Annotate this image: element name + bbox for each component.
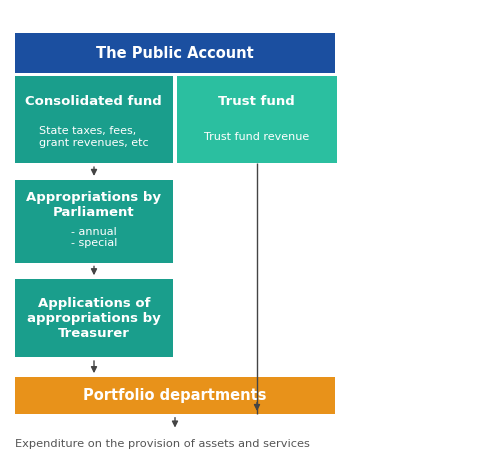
Text: Applications of
appropriations by
Treasurer: Applications of appropriations by Treasu… (27, 297, 160, 340)
Text: Consolidated fund: Consolidated fund (26, 96, 162, 108)
FancyBboxPatch shape (15, 76, 172, 163)
FancyBboxPatch shape (15, 377, 335, 414)
Text: Expenditure on the provision of assets and services: Expenditure on the provision of assets a… (15, 438, 310, 449)
Text: Portfolio departments: Portfolio departments (83, 388, 267, 403)
FancyBboxPatch shape (176, 76, 337, 163)
FancyBboxPatch shape (15, 180, 172, 263)
Text: The Public Account: The Public Account (96, 46, 254, 61)
Text: Trust fund: Trust fund (218, 96, 295, 108)
Text: State taxes, fees,
grant revenues, etc: State taxes, fees, grant revenues, etc (39, 126, 148, 148)
Text: Trust fund revenue: Trust fund revenue (204, 132, 310, 142)
Text: Appropriations by
Parliament: Appropriations by Parliament (26, 191, 161, 219)
FancyBboxPatch shape (15, 33, 335, 73)
FancyBboxPatch shape (15, 279, 172, 357)
Text: - annual
- special: - annual - special (70, 227, 117, 248)
